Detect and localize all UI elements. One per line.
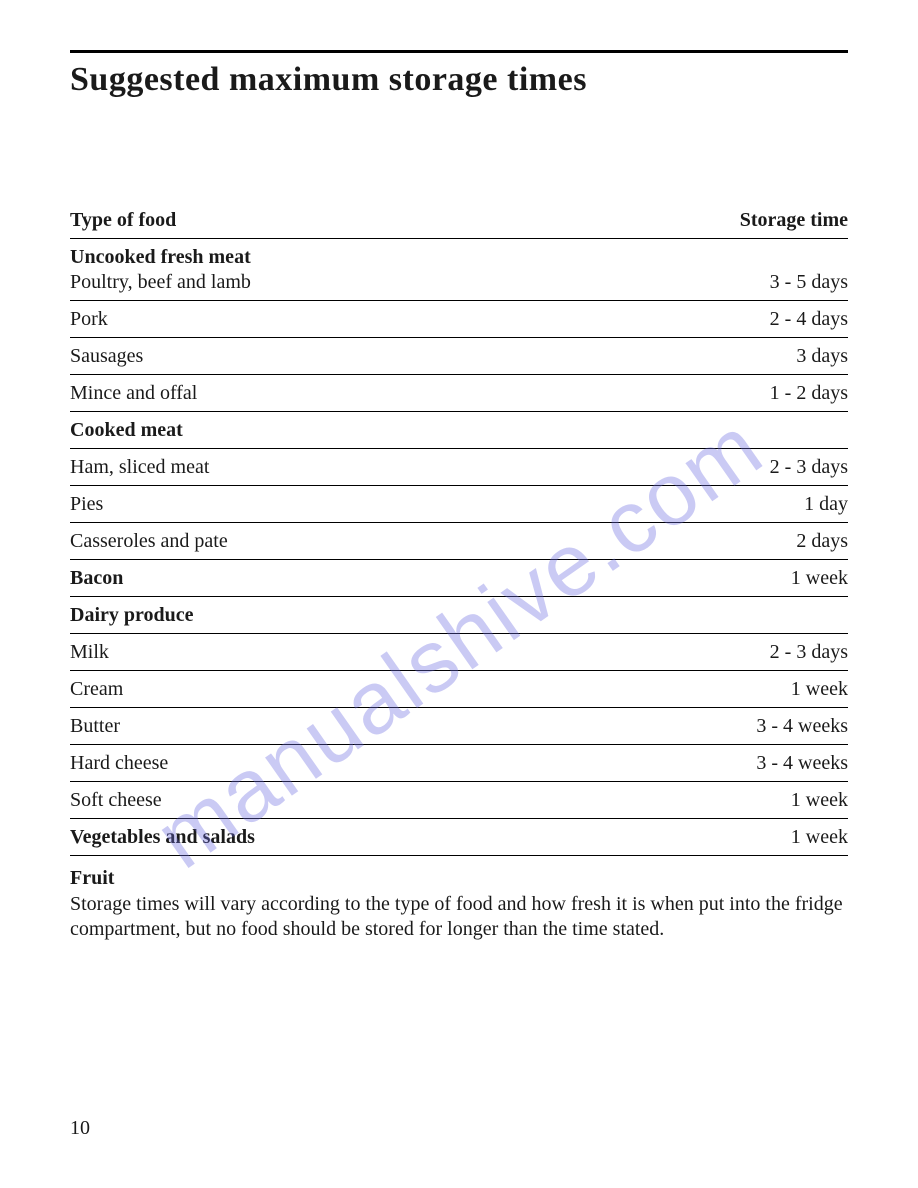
- row-label: Pies: [70, 493, 784, 516]
- row-label: Butter: [70, 715, 736, 738]
- row-label: Vegetables and salads: [70, 826, 771, 849]
- row-label: Mince and offal: [70, 382, 750, 405]
- row-label: Cream: [70, 678, 771, 701]
- table-row: Mince and offal1 - 2 days: [70, 375, 848, 412]
- table-row: Soft cheese1 week: [70, 782, 848, 819]
- table-row: Dairy produce: [70, 597, 848, 634]
- row-label: Soft cheese: [70, 789, 771, 812]
- row-label: Casseroles and pate: [70, 530, 776, 553]
- storage-table: Uncooked fresh meatPoultry, beef and lam…: [70, 239, 848, 856]
- row-time: 1 week: [771, 567, 848, 590]
- table-row: Uncooked fresh meatPoultry, beef and lam…: [70, 239, 848, 301]
- row-label: Bacon: [70, 567, 771, 590]
- row-time: 1 - 2 days: [750, 382, 848, 405]
- row-time: 3 days: [776, 345, 848, 368]
- row-time: 3 - 4 weeks: [736, 752, 848, 775]
- table-row: Sausages3 days: [70, 338, 848, 375]
- table-row: Butter3 - 4 weeks: [70, 708, 848, 745]
- table-header: Type of food Storage time: [70, 209, 848, 239]
- footnote-label: Fruit: [70, 866, 848, 892]
- table-row: Pies1 day: [70, 486, 848, 523]
- top-rule: [70, 50, 848, 53]
- table-row: Pork2 - 4 days: [70, 301, 848, 338]
- row-time: 1 week: [771, 826, 848, 849]
- table-row: Vegetables and salads1 week: [70, 819, 848, 856]
- row-time: 3 - 4 weeks: [736, 715, 848, 738]
- table-row: Hard cheese3 - 4 weeks: [70, 745, 848, 782]
- row-time: 1 day: [784, 493, 848, 516]
- row-label: Cooked meat: [70, 419, 828, 442]
- page-number: 10: [70, 1117, 90, 1140]
- table-row: Ham, sliced meat2 - 3 days: [70, 449, 848, 486]
- header-right: Storage time: [740, 209, 848, 232]
- row-time: 2 - 3 days: [750, 456, 848, 479]
- table-row: Cream1 week: [70, 671, 848, 708]
- row-time: 1 week: [771, 678, 848, 701]
- row-label: Hard cheese: [70, 752, 736, 775]
- row-time: 2 - 4 days: [750, 308, 848, 331]
- row-label: Sausages: [70, 345, 776, 368]
- table-row: Milk2 - 3 days: [70, 634, 848, 671]
- row-time: 1 week: [771, 789, 848, 812]
- footnote: Fruit Storage times will vary according …: [70, 866, 848, 943]
- row-time: 2 - 3 days: [750, 641, 848, 664]
- table-row: Cooked meat: [70, 412, 848, 449]
- row-label: Pork: [70, 308, 750, 331]
- table-row: Bacon1 week: [70, 560, 848, 597]
- row-label: Uncooked fresh meatPoultry, beef and lam…: [70, 246, 750, 294]
- row-label: Milk: [70, 641, 750, 664]
- row-label: Ham, sliced meat: [70, 456, 750, 479]
- header-left: Type of food: [70, 209, 176, 232]
- row-time: 3 - 5 days: [750, 271, 848, 294]
- row-time: 2 days: [776, 530, 848, 553]
- row-label: Dairy produce: [70, 604, 828, 627]
- page-title: Suggested maximum storage times: [70, 61, 848, 99]
- table-row: Casseroles and pate2 days: [70, 523, 848, 560]
- footnote-text: Storage times will vary according to the…: [70, 893, 843, 941]
